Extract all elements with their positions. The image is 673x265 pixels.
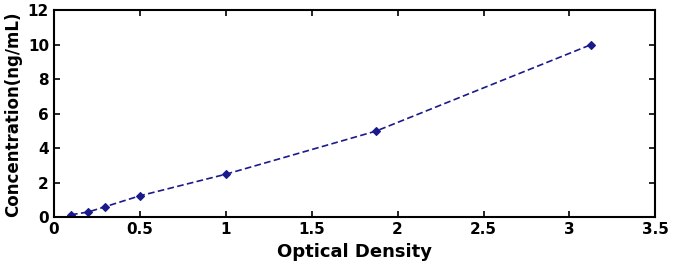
Y-axis label: Concentration(ng/mL): Concentration(ng/mL) [4,11,22,217]
X-axis label: Optical Density: Optical Density [277,243,432,261]
